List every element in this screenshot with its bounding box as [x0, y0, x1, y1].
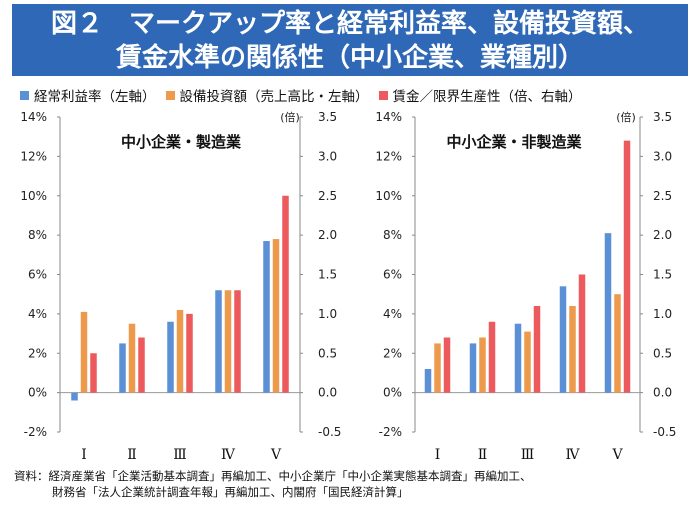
right-tick-label: 0.0 — [653, 386, 672, 400]
right-tick-label: 2.0 — [653, 228, 672, 242]
left-tick-label: -2% — [379, 425, 402, 439]
bar-investment — [614, 294, 621, 393]
bar-investment — [176, 309, 184, 393]
legend-item-wage: 賃金／限界生産性（倍、右軸） — [378, 85, 582, 105]
bar-wage — [234, 290, 241, 393]
legend-label-investment: 設備投資額（売上高比・左軸） — [179, 89, 369, 105]
bar-wage — [90, 353, 97, 393]
left-tick-label: 0% — [383, 386, 402, 400]
category-label: Ⅴ — [611, 447, 623, 463]
bar-profit — [167, 321, 174, 393]
right-tick-label: 3.5 — [653, 110, 672, 124]
legend-label-wage: 賃金／限界生産性（倍、右軸） — [392, 89, 582, 105]
left-tick-label: 8% — [28, 228, 47, 242]
right-tick-label: 1.5 — [653, 268, 672, 282]
left-tick-label: 4% — [28, 307, 47, 321]
right-tick-label: 1.0 — [318, 307, 337, 321]
category-label: Ⅱ — [127, 447, 137, 463]
left-tick-label: 8% — [383, 228, 402, 242]
left-tick-label: 10% — [375, 189, 402, 203]
right-axis-unit: (倍) — [280, 110, 300, 124]
right-tick-label: -0.5 — [318, 425, 341, 439]
bar-wage — [186, 313, 193, 393]
category-label: Ⅱ — [478, 447, 488, 463]
bar-wage — [578, 274, 586, 393]
bar-profit — [263, 241, 270, 393]
category-label: Ⅲ — [173, 447, 187, 463]
left-tick-label: -2% — [24, 425, 47, 439]
title-line-2: 賃金水準の関係性（中小企業、業種別） — [115, 43, 584, 73]
legend-item-profit: 経常利益率（左軸） — [20, 85, 156, 105]
right-tick-label: 2.5 — [653, 189, 672, 203]
bar-investment — [272, 239, 280, 393]
legend-swatch-profit — [20, 90, 29, 100]
source-line-1: 資料：経済産業省「企業活動基本調査」再編加工、中小企業庁「中小企業実態基本調査」… — [14, 469, 532, 483]
legend-swatch-investment — [165, 90, 175, 100]
bar-investment — [524, 331, 531, 393]
right-tick-label: 3.0 — [318, 149, 337, 163]
category-label: Ⅴ — [270, 447, 282, 463]
left-tick-label: 14% — [375, 110, 402, 124]
right-axis-unit: (倍) — [616, 110, 636, 124]
title-line-1: 図２ マークアップ率と経常利益率、設備投資額、 — [50, 9, 649, 39]
right-tick-label: 0.0 — [318, 386, 337, 400]
category-label: Ⅳ — [566, 447, 581, 463]
left-tick-label: 12% — [375, 149, 402, 163]
left-tick-label: 10% — [20, 189, 47, 203]
left-tick-label: 6% — [28, 268, 47, 282]
source-line-2: 財務省「法人企業統計調査年報」再編加工、内閣府「国民経済計算」 — [52, 485, 409, 499]
title-banner: 図２ マークアップ率と経常利益率、設備投資額、 賃金水準の関係性（中小企業、業種… — [12, 4, 688, 76]
bar-wage — [533, 306, 541, 393]
category-label: Ⅰ — [81, 447, 87, 463]
right-tick-label: 1.5 — [318, 268, 337, 282]
legend-swatch-wage — [378, 90, 388, 100]
bar-profit — [119, 343, 126, 393]
bar-investment — [80, 311, 88, 393]
left-tick-label: 14% — [20, 110, 47, 124]
bar-investment — [128, 323, 136, 393]
bar-profit — [215, 290, 222, 393]
right-tick-label: -0.5 — [653, 425, 676, 439]
right-tick-label: 0.5 — [653, 346, 672, 360]
bar-wage — [443, 337, 451, 393]
bar-profit — [424, 369, 432, 393]
bar-wage — [488, 321, 496, 393]
bar-profit — [71, 392, 78, 401]
category-label: Ⅳ — [221, 447, 236, 463]
category-label: Ⅰ — [435, 447, 441, 463]
chart-area: -2% 0% 2% 4% 6% 8% 10% 12% 14% -0.5 0.0 0.5 1.0 1.5 2.… — [20, 110, 676, 463]
right-tick-label: 3.5 — [318, 110, 337, 124]
right-tick-label: 2.0 — [318, 228, 337, 242]
bar-wage — [623, 140, 631, 393]
category-label: Ⅲ — [521, 447, 535, 463]
right-tick-label: 2.5 — [318, 189, 337, 203]
source-note: 資料：経済産業省「企業活動基本調査」再編加工、中小企業庁「中小企業実態基本調査」… — [14, 468, 532, 500]
bar-profit — [559, 286, 567, 393]
panel-title: 中小企業・非製造業 — [446, 133, 582, 151]
right-tick-label: 0.5 — [318, 346, 337, 360]
left-tick-label: 12% — [20, 149, 47, 163]
bar-wage — [138, 337, 145, 393]
bar-profit — [469, 343, 477, 393]
left-tick-label: 4% — [383, 307, 402, 321]
right-tick-label: 3.0 — [653, 149, 672, 163]
bar-investment — [224, 290, 232, 393]
bar-profit — [514, 323, 522, 393]
left-tick-label: 2% — [383, 346, 402, 360]
panel-title: 中小企業・製造業 — [121, 133, 242, 151]
left-tick-label: 6% — [383, 268, 402, 282]
right-tick-label: 1.0 — [653, 307, 672, 321]
legend-label-profit: 経常利益率（左軸） — [34, 89, 156, 105]
left-tick-label: 0% — [28, 386, 47, 400]
bar-wage — [282, 195, 289, 393]
left-tick-label: 2% — [28, 346, 47, 360]
bar-profit — [604, 233, 612, 393]
legend-item-investment: 設備投資額（売上高比・左軸） — [165, 85, 369, 105]
bar-investment — [434, 343, 441, 393]
bar-investment — [479, 337, 486, 393]
legend: 経常利益率（左軸） 設備投資額（売上高比・左軸） 賃金／限界生産性（倍、右軸） — [20, 85, 700, 105]
bar-investment — [569, 306, 576, 393]
